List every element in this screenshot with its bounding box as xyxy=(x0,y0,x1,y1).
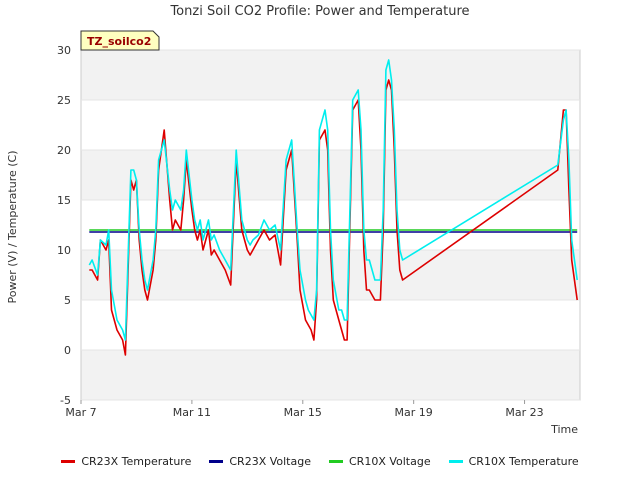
x-tick-label: Mar 23 xyxy=(505,406,543,419)
legend-swatch xyxy=(448,459,463,463)
chart-title: Tonzi Soil CO2 Profile: Power and Temper… xyxy=(169,4,469,19)
x-axis-ticks: Mar 7 Mar 11 Mar 15 Mar 19 Mar 23 xyxy=(65,400,544,419)
x-axis-label: Time xyxy=(550,423,578,436)
y-tick-label: 15 xyxy=(57,194,71,207)
legend-label: CR23X Voltage xyxy=(229,454,311,468)
y-tick-label: -5 xyxy=(60,394,71,407)
chart-canvas: Tonzi Soil CO2 Profile: Power and Temper… xyxy=(6,4,581,436)
series-lines xyxy=(88,59,578,356)
y-axis-ticks: -5 0 5 10 15 20 25 30 xyxy=(57,44,580,407)
grid-bands xyxy=(81,50,580,400)
legend-swatch xyxy=(329,459,343,463)
chart-legend: CR23X Temperature CR23X Voltage CR10X Volt… xyxy=(0,452,640,470)
y-axis-label: Power (V) / Temperature (C) xyxy=(6,150,19,303)
series-line-cr10x-temperature xyxy=(88,59,578,341)
y-tick-label: 10 xyxy=(57,244,71,257)
site-label-box: TZ_soilco2 xyxy=(80,30,160,51)
x-tick-label: Mar 11 xyxy=(173,406,211,419)
legend-label: CR10X Voltage xyxy=(349,454,431,468)
y-tick-label: 20 xyxy=(57,144,71,157)
y-tick-label: 5 xyxy=(64,294,71,307)
grid-band xyxy=(81,350,580,400)
y-tick-label: 0 xyxy=(64,344,71,357)
x-tick-label: Mar 19 xyxy=(395,406,433,419)
legend-item: CR10X Voltage xyxy=(329,452,431,470)
y-tick-label: 30 xyxy=(57,44,71,57)
legend-item: CR23X Voltage xyxy=(209,452,311,470)
grid-band xyxy=(81,150,580,200)
legend-label: CR23X Temperature xyxy=(81,454,192,468)
series-line-cr23x-temperature xyxy=(89,79,578,356)
legend-item: CR23X Temperature xyxy=(61,452,191,470)
y-tick-label: 25 xyxy=(57,94,71,107)
x-tick-label: Mar 7 xyxy=(65,406,96,419)
legend-item: CR10X Temperature xyxy=(448,452,579,470)
legend-swatch xyxy=(61,459,76,463)
grid-band xyxy=(81,50,580,100)
legend-swatch xyxy=(209,459,224,463)
x-tick-label: Mar 15 xyxy=(284,406,322,419)
legend-label: CR10X Temperature xyxy=(468,454,579,468)
site-label: TZ_soilco2 xyxy=(87,35,151,48)
